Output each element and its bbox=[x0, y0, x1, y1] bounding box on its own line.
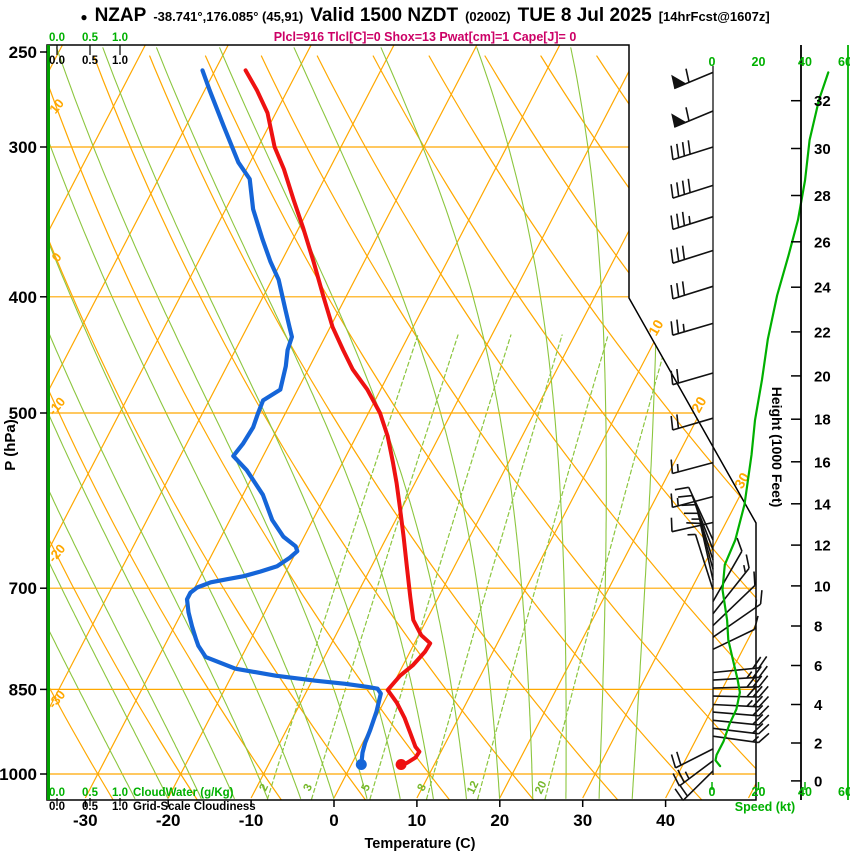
cloud-scales: 0.0 0.0 0.0 0.0 0.5 0.5 0.5 0.5 1.0 1.0 1.0 1.0 Clou… bbox=[49, 32, 256, 813]
svg-text:20: 20 bbox=[533, 779, 549, 796]
zulu-time: (0200Z) bbox=[465, 9, 511, 24]
svg-text:1000: 1000 bbox=[0, 765, 37, 784]
wind-speed-profile bbox=[714, 71, 830, 768]
svg-text:250: 250 bbox=[9, 43, 37, 62]
svg-text:30: 30 bbox=[573, 811, 592, 830]
svg-text:0.5: 0.5 bbox=[82, 55, 99, 67]
svg-text:24: 24 bbox=[814, 280, 831, 297]
svg-text:32: 32 bbox=[814, 93, 831, 110]
wind-barb-column bbox=[670, 66, 770, 801]
svg-text:12: 12 bbox=[465, 779, 481, 796]
svg-text:10: 10 bbox=[645, 317, 667, 339]
svg-text:0.5: 0.5 bbox=[82, 32, 99, 44]
svg-text:26: 26 bbox=[814, 234, 831, 251]
svg-text:1.0: 1.0 bbox=[112, 801, 128, 813]
svg-text:30: 30 bbox=[814, 141, 831, 158]
svg-text:0: 0 bbox=[48, 250, 64, 265]
svg-text:20: 20 bbox=[752, 785, 766, 799]
svg-text:-30: -30 bbox=[73, 811, 98, 830]
svg-text:10: 10 bbox=[407, 811, 426, 830]
svg-text:500: 500 bbox=[9, 404, 37, 423]
svg-text:16: 16 bbox=[814, 454, 831, 471]
svg-text:0: 0 bbox=[329, 811, 338, 830]
svg-text:0.0: 0.0 bbox=[49, 55, 65, 67]
surface-temperature-dot bbox=[395, 759, 407, 770]
svg-text:0.5: 0.5 bbox=[82, 801, 99, 813]
svg-text:850: 850 bbox=[9, 680, 37, 699]
station-coords: -38.741°,176.085° (45,91) bbox=[153, 9, 304, 24]
svg-text:40: 40 bbox=[656, 811, 675, 830]
svg-text:1.0: 1.0 bbox=[112, 55, 128, 67]
svg-text:Temperature (C): Temperature (C) bbox=[365, 836, 476, 852]
svg-text:0.0: 0.0 bbox=[49, 801, 65, 813]
svg-text:20: 20 bbox=[688, 394, 710, 416]
svg-text:400: 400 bbox=[9, 288, 37, 307]
svg-text:60: 60 bbox=[838, 55, 850, 69]
svg-text:300: 300 bbox=[9, 138, 37, 157]
svg-text:2: 2 bbox=[814, 735, 822, 752]
svg-text:CloudWater (g/Kg): CloudWater (g/Kg) bbox=[133, 787, 234, 799]
svg-text:20: 20 bbox=[490, 811, 509, 830]
svg-text:8: 8 bbox=[416, 782, 430, 794]
svg-text:0: 0 bbox=[709, 785, 716, 799]
svg-text:3: 3 bbox=[302, 782, 316, 793]
plot-frame bbox=[46, 44, 849, 801]
svg-text:0.0: 0.0 bbox=[49, 787, 65, 799]
sounding-curves bbox=[184, 68, 433, 770]
svg-text:Height (1000 Feet): Height (1000 Feet) bbox=[769, 387, 785, 508]
svg-text:0.0: 0.0 bbox=[49, 32, 65, 44]
svg-text:-20: -20 bbox=[156, 811, 181, 830]
svg-text:0: 0 bbox=[709, 55, 716, 69]
svg-text:Grid-Scale Cloudiness: Grid-Scale Cloudiness bbox=[133, 801, 256, 813]
svg-text:700: 700 bbox=[9, 579, 37, 598]
svg-text:20: 20 bbox=[814, 368, 831, 385]
svg-text:8: 8 bbox=[814, 618, 822, 635]
svg-text:0: 0 bbox=[814, 773, 822, 790]
svg-text:40: 40 bbox=[798, 785, 812, 799]
station-id: NZAP bbox=[94, 5, 147, 26]
title-bar: ● NZAP -38.741°,176.085° (45,91) Valid 1… bbox=[0, 5, 850, 27]
sounding-parameters: Plcl=916 Tlcl[C]=0 Shox=13 Pwat[cm]=1 Ca… bbox=[273, 30, 577, 44]
svg-text:14: 14 bbox=[814, 496, 831, 513]
svg-text:6: 6 bbox=[814, 658, 822, 675]
svg-text:12: 12 bbox=[814, 538, 831, 555]
temperature-axis: -30 -20 -10 0 10 20 30 40 Temperature (C) bbox=[73, 800, 675, 852]
svg-text:P (hPa): P (hPa) bbox=[2, 419, 19, 470]
svg-text:1.0: 1.0 bbox=[112, 32, 128, 44]
svg-text:20: 20 bbox=[752, 55, 766, 69]
svg-text:1.0: 1.0 bbox=[112, 787, 128, 799]
svg-text:-10: -10 bbox=[239, 811, 264, 830]
surface-dewpoint-dot bbox=[355, 759, 367, 770]
svg-text:0.5: 0.5 bbox=[82, 787, 99, 799]
svg-text:5: 5 bbox=[360, 782, 374, 794]
svg-text:40: 40 bbox=[798, 55, 812, 69]
svg-text:2: 2 bbox=[258, 782, 272, 793]
valid-time: Valid 1500 NZDT bbox=[310, 5, 459, 26]
svg-text:28: 28 bbox=[814, 188, 831, 205]
valid-date: TUE 8 Jul 2025 bbox=[517, 5, 652, 26]
svg-text:4: 4 bbox=[814, 697, 823, 714]
station-bullet-icon: ● bbox=[80, 10, 88, 24]
svg-text:22: 22 bbox=[814, 324, 831, 341]
svg-text:Speed (kt): Speed (kt) bbox=[735, 800, 795, 814]
pressure-axis: 250 300 400 500 700 850 1000 P (hPa) bbox=[0, 43, 47, 784]
svg-text:60: 60 bbox=[838, 785, 850, 799]
forecast-lead-info: [14hrFcst@1607z] bbox=[658, 9, 770, 24]
svg-text:10: 10 bbox=[814, 578, 831, 595]
svg-text:18: 18 bbox=[814, 412, 831, 429]
skewt-grid bbox=[47, 45, 756, 800]
